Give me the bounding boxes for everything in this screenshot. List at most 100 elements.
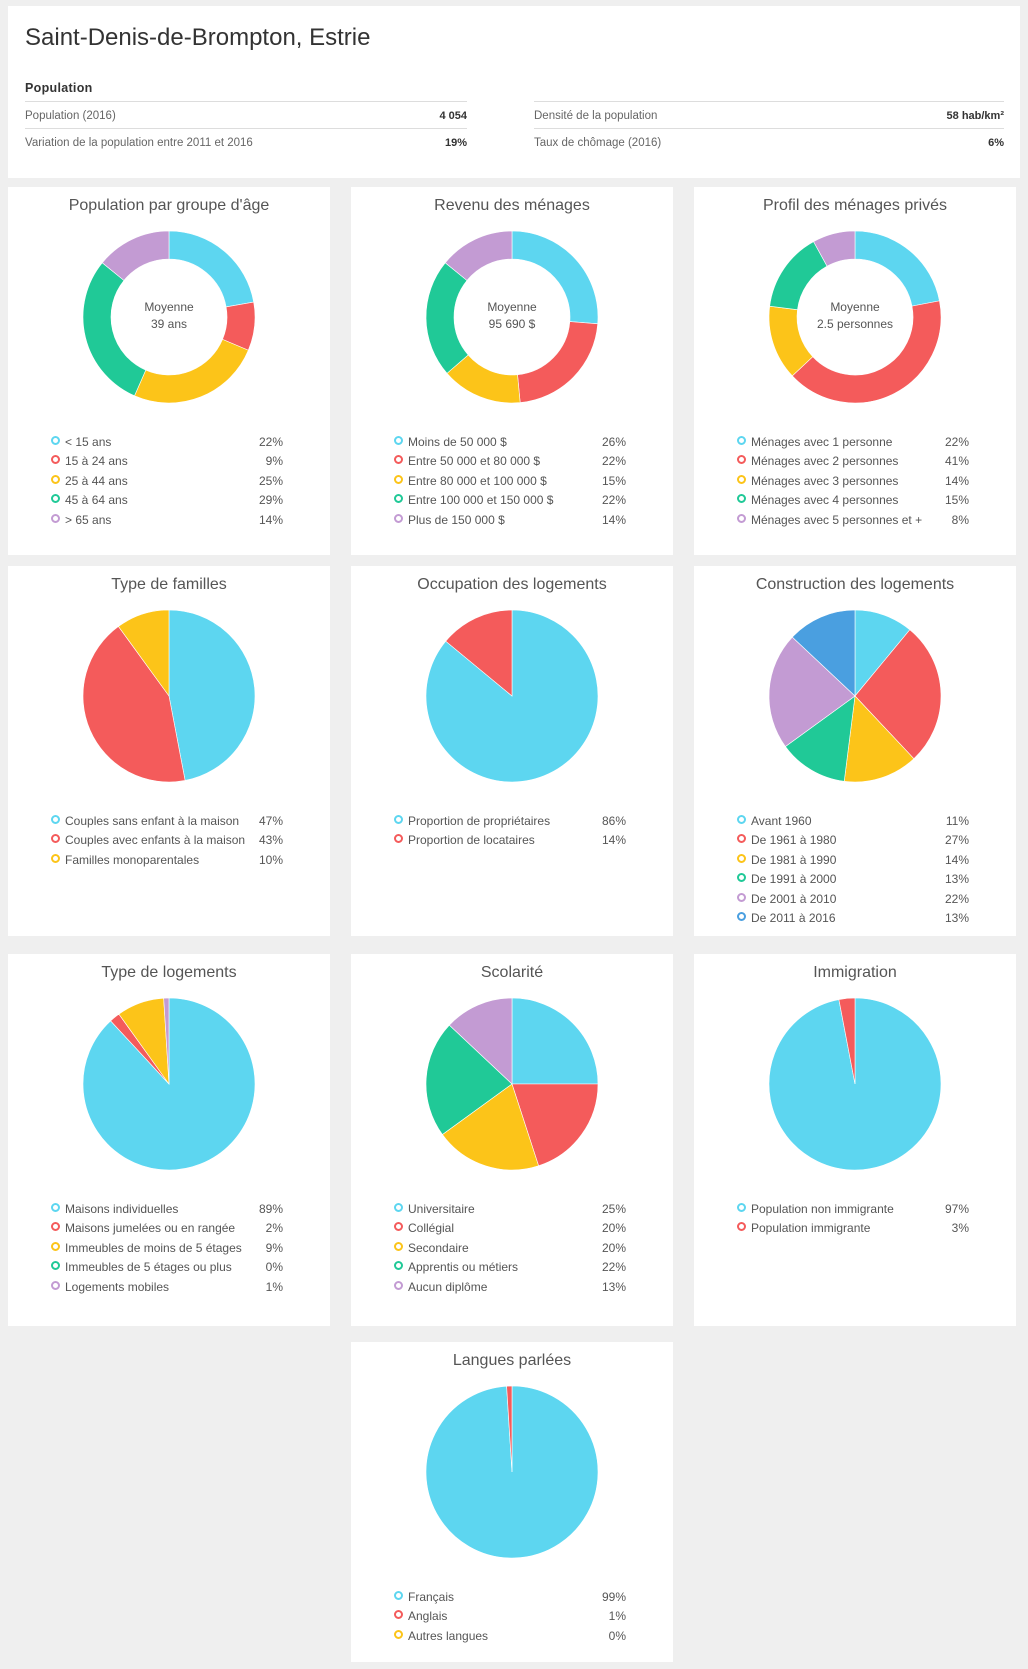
legend-item[interactable]: Aucun diplôme 13% [394, 1277, 626, 1297]
legend-item[interactable]: > 65 ans 14% [51, 510, 283, 530]
pie-slice[interactable] [425, 609, 599, 783]
pie-slice[interactable] [517, 321, 599, 403]
donut-center-text: Moyenne 95 690 $ [351, 299, 673, 333]
legend-item[interactable]: Proportion de propriétaires 86% [394, 811, 626, 831]
legend-label-wrap: Entre 100 000 et 150 000 $ [394, 493, 553, 507]
legend-item[interactable]: Population non immigrante 97% [737, 1199, 969, 1219]
legend-label-wrap: Autres langues [394, 1629, 488, 1643]
legend-item[interactable]: Ménages avec 3 personnes 14% [737, 471, 969, 491]
legend-item[interactable]: Plus de 150 000 $ 14% [394, 510, 626, 530]
legend-item[interactable]: Immeubles de moins de 5 étages 9% [51, 1238, 283, 1258]
pie-slice[interactable] [838, 997, 856, 1085]
legend-item[interactable]: De 1991 à 2000 13% [737, 870, 969, 890]
legend-label: Entre 100 000 et 150 000 $ [408, 493, 554, 508]
pie-slice[interactable] [813, 230, 856, 267]
legend-label: Couples sans enfant à la maison [65, 813, 240, 828]
legend-label-wrap: Couples avec enfants à la maison [51, 833, 245, 847]
legend-item[interactable]: Couples sans enfant à la maison 47% [51, 811, 283, 831]
pie-slice[interactable] [163, 997, 170, 1085]
legend-label-wrap: Apprentis ou métiers [394, 1260, 518, 1274]
legend-item[interactable]: Entre 80 000 et 100 000 $ 15% [394, 471, 626, 491]
legend-item[interactable]: 15 à 24 ans 9% [51, 452, 283, 472]
pie-slice[interactable] [791, 300, 942, 404]
legend-item[interactable]: Anglais 1% [394, 1607, 626, 1627]
pie-slice[interactable] [854, 230, 940, 307]
legend-item[interactable]: Autres langues 0% [394, 1626, 626, 1646]
legend-label: < 15 ans [65, 434, 112, 449]
legend-label: Anglais [408, 1609, 448, 1624]
pie-slice[interactable] [768, 636, 856, 747]
chart-card: Profil des ménages privés Moyenne 2.5 pers… [694, 187, 1016, 555]
legend-item[interactable]: Ménages avec 5 personnes et + 8% [737, 510, 969, 530]
legend-value: 14% [258, 512, 283, 527]
legend-item[interactable]: Couples avec enfants à la maison 43% [51, 831, 283, 851]
legend-item[interactable]: Entre 100 000 et 150 000 $ 22% [394, 491, 626, 511]
pie-slice[interactable] [511, 1083, 599, 1167]
legend-item[interactable]: Logements mobiles 1% [51, 1277, 283, 1297]
legend-marker-icon [394, 1261, 403, 1271]
chart-svg [425, 230, 599, 404]
legend-label: Immeubles de 5 étages ou plus [65, 1260, 232, 1275]
legend-label-wrap: De 1991 à 2000 [737, 872, 836, 886]
legend-item[interactable]: Avant 1960 11% [737, 811, 969, 831]
legend-item[interactable]: Secondaire 20% [394, 1238, 626, 1258]
legend-item[interactable]: Maisons jumelées ou en rangée 2% [51, 1219, 283, 1239]
legend-marker-icon [394, 494, 403, 504]
pie-slice[interactable] [448, 997, 513, 1085]
legend-item[interactable]: 25 à 44 ans 25% [51, 471, 283, 491]
legend-label: De 1961 à 1980 [751, 833, 837, 848]
pie-slice[interactable] [118, 609, 170, 697]
legend-label: Français [408, 1589, 455, 1604]
pie-slice[interactable] [101, 230, 170, 281]
pie-slice[interactable] [791, 609, 856, 697]
legend-item[interactable]: De 2011 à 2016 13% [737, 909, 969, 929]
legend-item[interactable]: Moins de 50 000 $ 26% [394, 432, 626, 452]
legend-marker-icon [51, 1202, 60, 1212]
legend-label: Apprentis ou métiers [408, 1260, 519, 1275]
legend-label: Collégial [408, 1221, 455, 1236]
legend-item[interactable]: Familles monoparentales 10% [51, 850, 283, 870]
legend-item[interactable]: 45 à 64 ans 29% [51, 491, 283, 511]
pie-slice[interactable] [82, 626, 186, 783]
pie-slice[interactable] [445, 609, 513, 697]
legend-label: De 1981 à 1990 [751, 852, 837, 867]
legend-item[interactable]: Immeubles de 5 étages ou plus 0% [51, 1258, 283, 1278]
legend-item[interactable]: Universitaire 25% [394, 1199, 626, 1219]
legend-item[interactable]: Ménages avec 1 personne 22% [737, 432, 969, 452]
legend-label-wrap: Aucun diplôme [394, 1280, 487, 1294]
legend-item[interactable]: Collégial 20% [394, 1219, 626, 1239]
legend-value: 89% [258, 1201, 283, 1216]
legend-label: Ménages avec 2 personnes [751, 454, 899, 469]
legend-item[interactable]: Proportion de locataires 14% [394, 831, 626, 851]
legend-item[interactable]: De 2001 à 2010 22% [737, 889, 969, 909]
pie-slice[interactable] [444, 230, 513, 281]
legend-marker-icon [51, 1261, 60, 1271]
legend-marker-icon [394, 435, 403, 445]
legend-item[interactable]: Apprentis ou métiers 22% [394, 1258, 626, 1278]
legend-item[interactable]: < 15 ans 22% [51, 432, 283, 452]
legend-item[interactable]: Ménages avec 2 personnes 41% [737, 452, 969, 472]
pie-slice[interactable] [442, 1083, 539, 1171]
legend-item[interactable]: Entre 50 000 et 80 000 $ 22% [394, 452, 626, 472]
legend-label-wrap: Ménages avec 4 personnes [737, 493, 898, 507]
pie-slice[interactable] [506, 1385, 513, 1473]
pie-slice[interactable] [168, 609, 256, 781]
pie-slice[interactable] [854, 629, 942, 760]
legend-item[interactable]: Maisons individuelles 89% [51, 1199, 283, 1219]
pie-slice[interactable] [134, 339, 249, 404]
legend-item[interactable]: Français 99% [394, 1587, 626, 1607]
legend-item[interactable]: Population immigrante 3% [737, 1219, 969, 1239]
pie-slice[interactable] [785, 695, 856, 782]
legend-label: 45 à 64 ans [65, 493, 128, 508]
legend-value: 11% [945, 813, 969, 828]
pie-slice[interactable] [168, 230, 255, 308]
pie-slice[interactable] [843, 695, 915, 783]
pie-slice[interactable] [425, 1024, 513, 1135]
legend-item[interactable]: De 1981 à 1990 14% [737, 850, 969, 870]
legend-item[interactable]: De 1961 à 1980 27% [737, 831, 969, 851]
stat-row: Population (2016) 4 054 [25, 101, 467, 129]
legend-item[interactable]: Ménages avec 4 personnes 15% [737, 491, 969, 511]
pie-slice[interactable] [511, 997, 599, 1085]
chart-svg [82, 997, 256, 1171]
stat-value: 4 054 [439, 109, 467, 122]
